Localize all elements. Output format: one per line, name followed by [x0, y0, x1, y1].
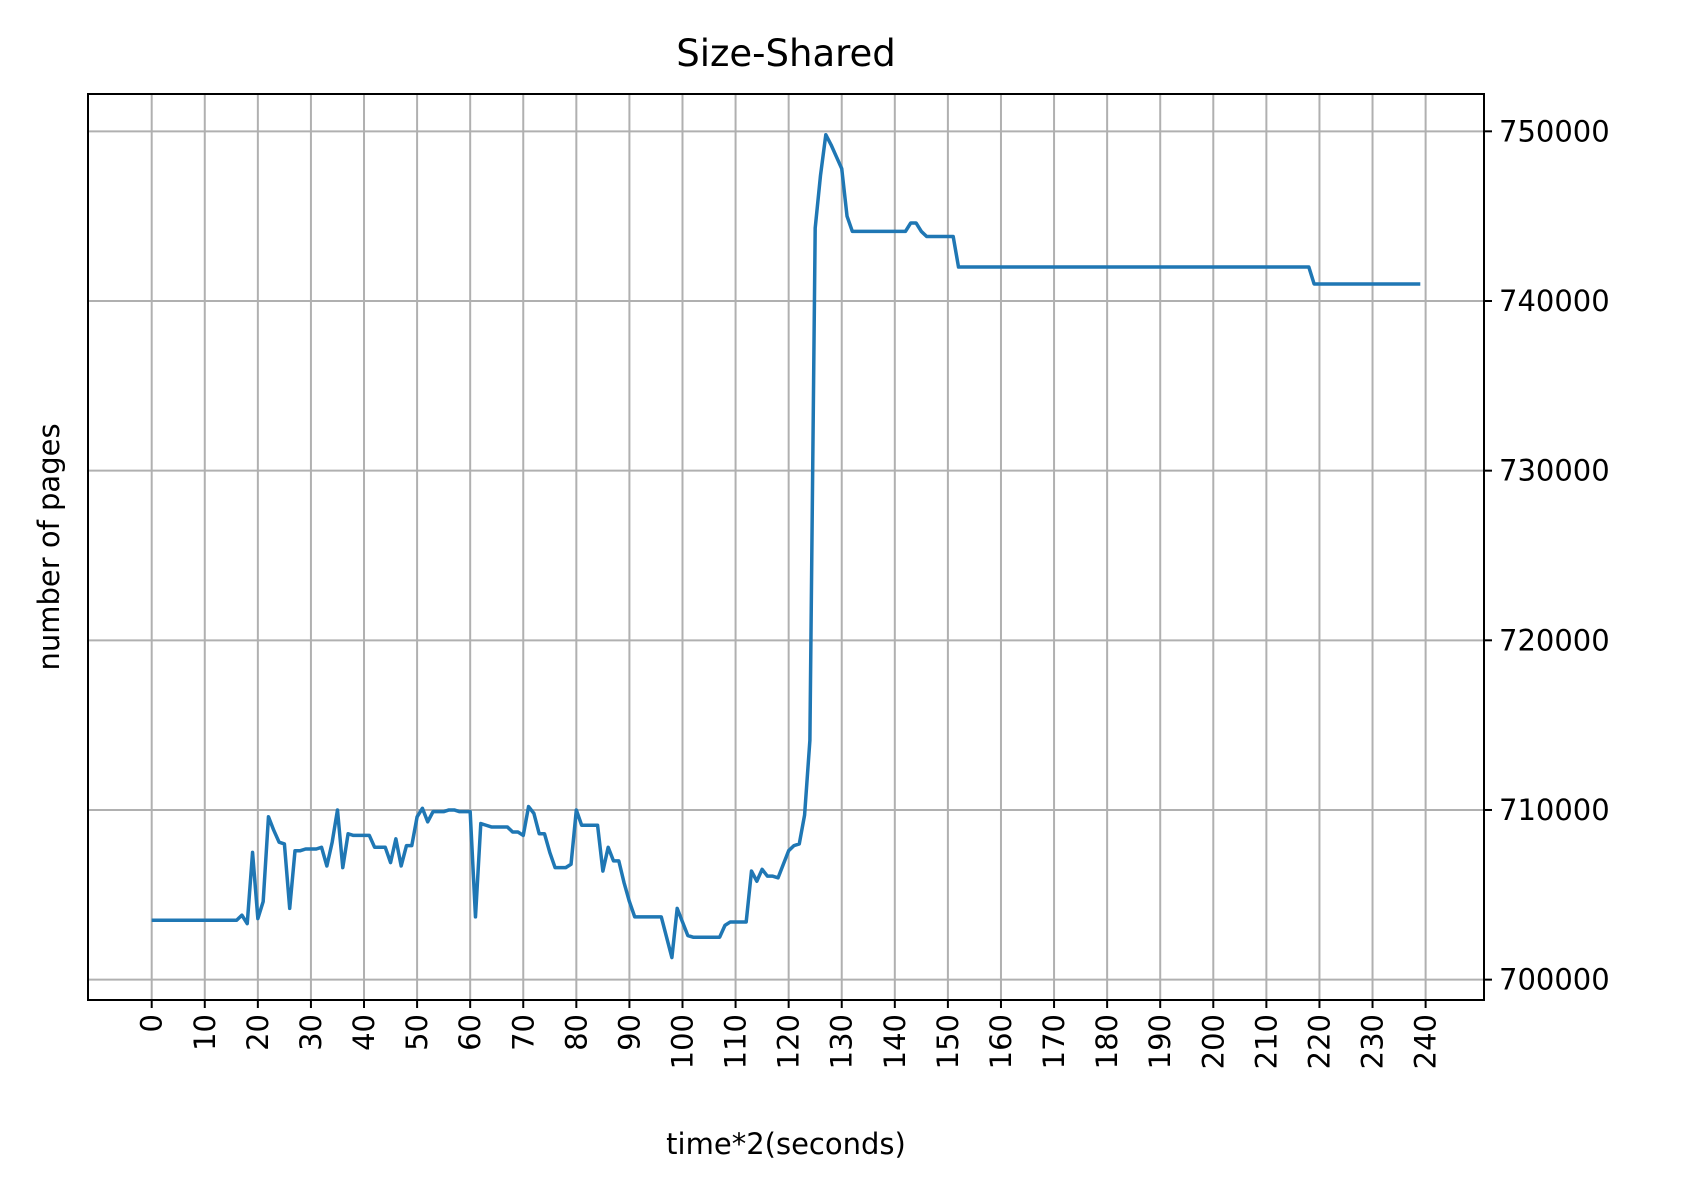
x-tick-label: 170 — [1037, 1014, 1071, 1069]
x-tick-label: 10 — [188, 1014, 222, 1051]
x-tick-label: 30 — [294, 1014, 328, 1051]
x-tick-label: 100 — [665, 1014, 699, 1069]
x-tick-label: 180 — [1090, 1014, 1124, 1069]
y-tick-label: 720000 — [1499, 623, 1610, 657]
plot-frame — [87, 93, 1485, 1001]
x-tick-label: 50 — [400, 1014, 434, 1051]
y-tick-label: 740000 — [1499, 284, 1610, 318]
y-axis-label: number of pages — [32, 423, 66, 670]
grid — [88, 94, 1484, 1000]
x-tick-label: 220 — [1302, 1014, 1336, 1069]
y-tick-label: 700000 — [1499, 963, 1610, 997]
x-tick-label: 60 — [453, 1014, 487, 1051]
x-tick-label: 130 — [825, 1014, 859, 1069]
x-tick-label: 240 — [1409, 1014, 1443, 1069]
x-tick-label: 90 — [612, 1014, 646, 1051]
x-axis-ticks: 0 10 20 30 40 50 60 70 80 90 100 110 120 130 140 150 160… — [135, 1000, 1443, 1069]
x-tick-label: 110 — [719, 1014, 753, 1069]
y-tick-label: 710000 — [1499, 793, 1610, 827]
chart-title: Size-Shared — [676, 32, 896, 75]
x-tick-label: 190 — [1143, 1014, 1177, 1069]
x-tick-label: 80 — [559, 1014, 593, 1051]
x-axis-label: time*2(seconds) — [666, 1127, 906, 1161]
y-tick-label: 750000 — [1499, 114, 1610, 148]
y-axis-ticks: 700000 710000 720000 730000 740000 750000 — [1484, 114, 1610, 997]
series-area — [151, 132, 1421, 960]
x-tick-label: 160 — [984, 1014, 1018, 1069]
x-tick-label: 70 — [506, 1014, 540, 1051]
series-line-0 — [151, 132, 1421, 960]
x-tick-label: 0 — [135, 1014, 169, 1032]
x-tick-label: 210 — [1249, 1014, 1283, 1069]
x-tick-label: 140 — [878, 1014, 912, 1069]
x-tick-label: 120 — [772, 1014, 806, 1069]
x-tick-label: 20 — [241, 1014, 275, 1051]
x-tick-label: 40 — [347, 1014, 381, 1051]
y-tick-label: 730000 — [1499, 454, 1610, 488]
x-tick-label: 200 — [1196, 1014, 1230, 1069]
x-tick-label: 150 — [931, 1014, 965, 1069]
x-tick-label: 230 — [1356, 1014, 1390, 1069]
